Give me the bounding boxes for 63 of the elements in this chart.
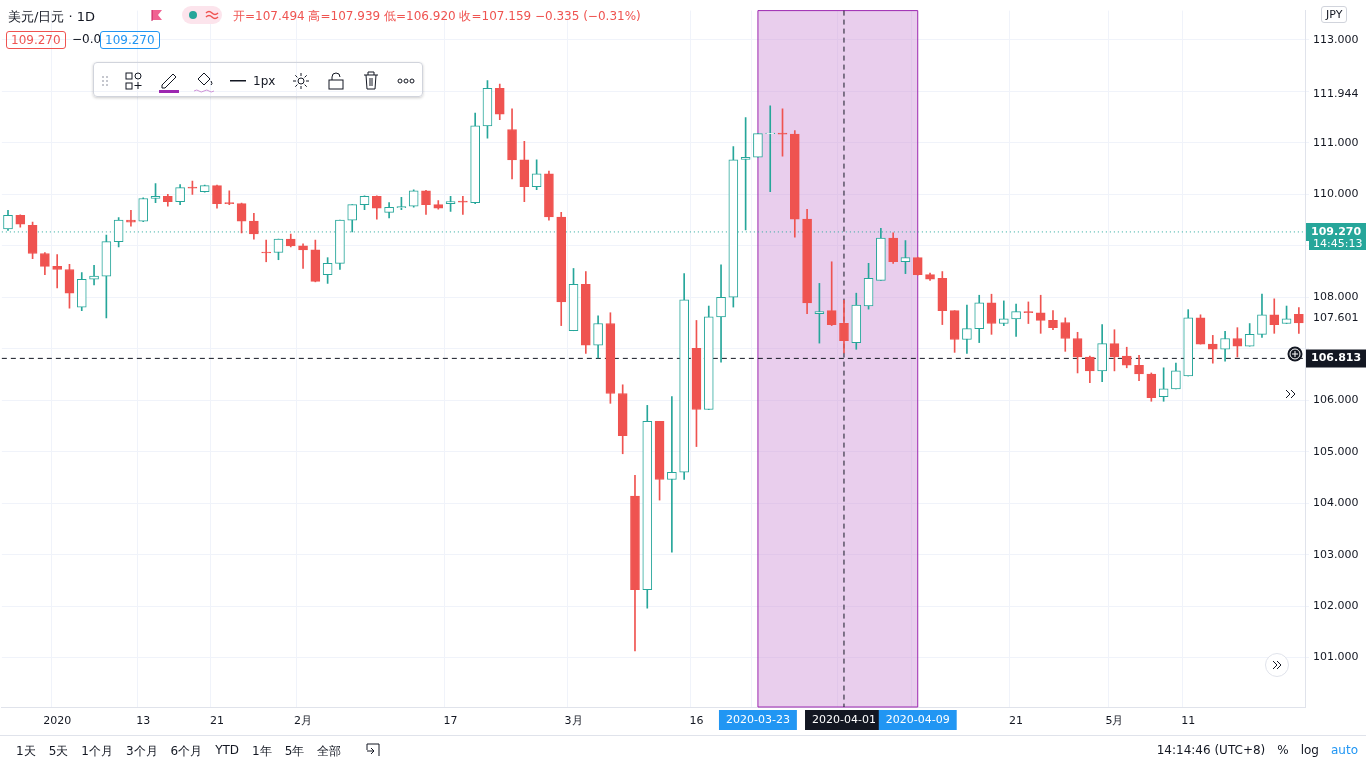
x-tick-label: 2020-03-23 — [725, 712, 790, 726]
candlestick — [826, 261, 837, 326]
candlestick — [1207, 335, 1218, 364]
x-tick-label: 5月 — [1105, 714, 1124, 728]
y-tick-label: 106.000 — [1313, 393, 1359, 407]
y-tick-label: 108.000 — [1313, 290, 1359, 304]
y-tick-label: 102.000 — [1313, 598, 1359, 612]
candlestick — [1035, 294, 1046, 334]
text: 1天 — [16, 743, 36, 760]
x-tick-label: 2020 — [43, 714, 72, 728]
x-tick-label: 17 — [443, 714, 458, 728]
chart-title: 美元/日元 · 1D — [8, 8, 96, 26]
candlestick — [667, 396, 677, 553]
text: 全部 — [317, 743, 342, 760]
y-tick-label: 103.000 — [1313, 547, 1359, 561]
drawing-toolbar: 1px — [93, 62, 423, 97]
y-tick-label: 104.000 — [1313, 496, 1359, 510]
text: 14:45:13 — [1309, 237, 1366, 250]
candlestick — [261, 239, 271, 263]
text: 3个月 — [125, 743, 158, 760]
x-tick-label: 2月 — [294, 714, 313, 728]
y-tick-label: 107.601 — [1313, 310, 1359, 324]
candlestick — [52, 254, 63, 289]
x-tick-label: 11 — [1181, 714, 1196, 728]
y-tick-label: 113.000 — [1313, 32, 1359, 46]
candlestick — [1011, 303, 1021, 337]
y-tick-label: 111.944 — [1313, 87, 1359, 101]
y-tick-label: 111.000 — [1313, 135, 1359, 149]
text: 14:14:46 (UTC+8) — [1156, 743, 1266, 757]
chart-subtitle: 开=107.494 高=107.939 低=106.920 收=107.159 −0.335 (−0.31%) — [233, 8, 641, 25]
text: YTD — [215, 743, 240, 759]
text: 5天 — [48, 743, 69, 760]
x-tick-label: 16 — [689, 714, 704, 728]
candlestick — [962, 304, 972, 354]
x-tick-label: 21 — [1009, 714, 1024, 728]
candlestick — [458, 196, 468, 215]
text: 6个月 — [170, 743, 203, 760]
y-tick-label: 101.000 — [1313, 650, 1359, 664]
text: 1个月 — [81, 743, 113, 760]
candlestick — [298, 243, 308, 269]
candlestick — [998, 300, 1009, 326]
x-tick-label: 13 — [136, 714, 151, 728]
annotation: −0.0 — [72, 32, 102, 46]
annotation: 109.270 — [100, 31, 160, 49]
candlestick — [716, 264, 726, 363]
y-tick-label: 110.000 — [1313, 187, 1359, 201]
candlestick — [89, 265, 99, 286]
ref-line-label: 106.813 — [1311, 351, 1362, 365]
text: 1年 — [252, 743, 272, 760]
candlestick — [765, 105, 776, 193]
annotation: 1px — [253, 74, 276, 88]
text: % — [1277, 743, 1289, 757]
text: JPY — [1321, 6, 1348, 23]
x-tick-label: 2020-04-09 — [885, 712, 950, 726]
text: 5年 — [284, 743, 305, 760]
annotation: 109.270 — [6, 31, 66, 49]
ref-line-label: 109.270 — [1311, 224, 1362, 238]
text: auto — [1330, 743, 1358, 757]
text: log — [1300, 743, 1319, 757]
y-tick-label: 105.000 — [1313, 444, 1359, 458]
x-tick-label: 3月 — [564, 714, 583, 728]
x-tick-label: 2020-04-01 — [812, 712, 876, 726]
x-tick-label: 21 — [210, 714, 224, 728]
